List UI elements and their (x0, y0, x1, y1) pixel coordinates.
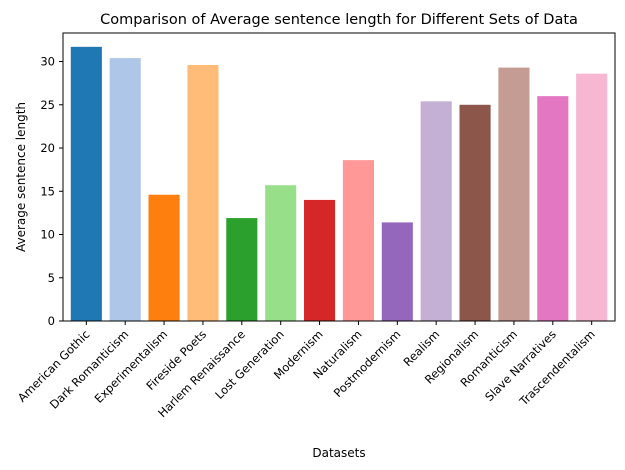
chart-title: Comparison of Average sentence length fo… (100, 12, 578, 28)
y-tick-label: 30 (40, 55, 55, 69)
bar (265, 185, 297, 321)
y-axis-label: Average sentence length (14, 102, 28, 252)
bar (459, 104, 491, 321)
bar-series (70, 46, 608, 322)
bar (148, 194, 180, 321)
bar (70, 46, 102, 322)
bar (342, 160, 374, 321)
y-tick-label: 5 (48, 271, 55, 285)
y-tick-label: 20 (40, 141, 55, 155)
bar (381, 222, 413, 321)
bar (537, 96, 569, 321)
bar (109, 58, 141, 321)
bar (226, 218, 258, 321)
bar (420, 101, 452, 321)
y-tick-label: 25 (40, 98, 55, 112)
y-axis: 0 5 10 15 20 25 30 (40, 55, 63, 328)
bar (576, 73, 608, 322)
x-axis-label: Datasets (312, 446, 365, 460)
y-tick-label: 10 (40, 228, 55, 242)
y-tick-label: 0 (48, 314, 55, 328)
bar (498, 67, 530, 321)
plot-frame (62, 32, 616, 322)
bar (304, 199, 336, 321)
bar (187, 65, 219, 321)
y-tick-label: 15 (40, 184, 55, 198)
